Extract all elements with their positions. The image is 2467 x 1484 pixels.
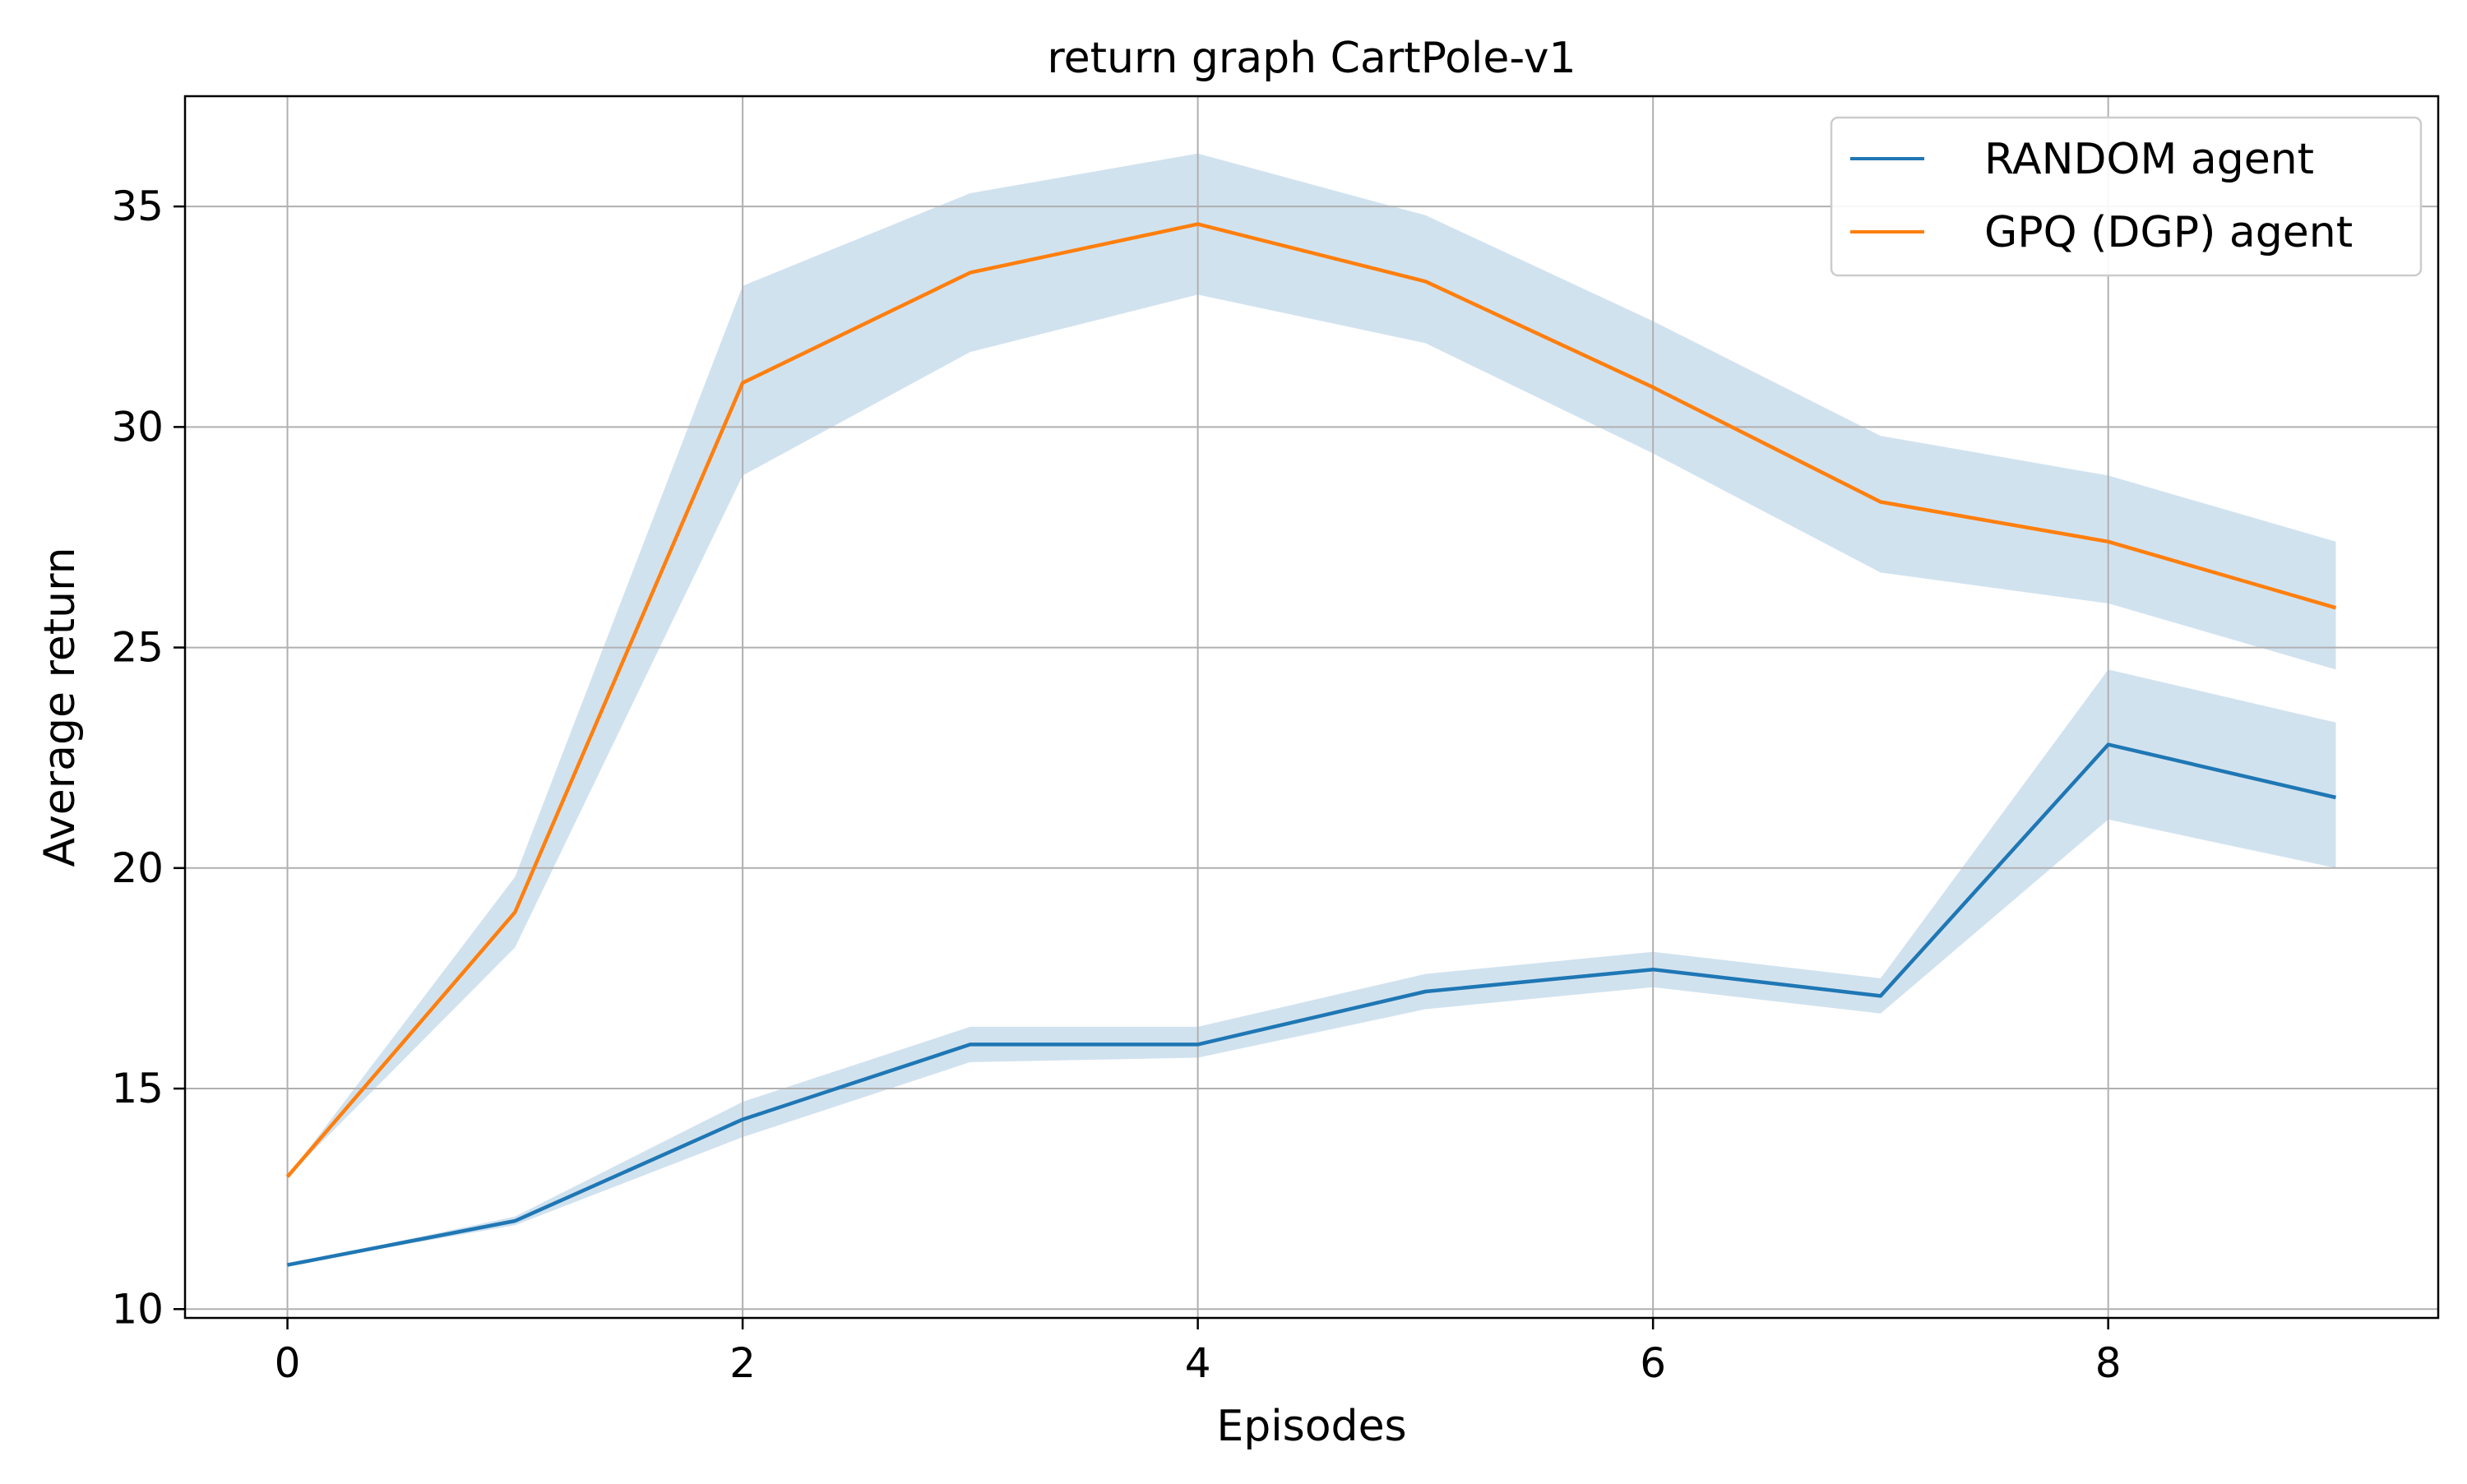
y-tick-label: 20 <box>111 844 164 892</box>
y-tick-label: 10 <box>111 1285 164 1333</box>
x-tick-label: 0 <box>275 1339 301 1387</box>
y-axis-title: Average return <box>35 547 85 867</box>
axis-ticks: 0 2 4 6 8 10 15 20 25 30 35 <box>111 183 2121 1387</box>
x-tick-label: 4 <box>1185 1339 1211 1387</box>
y-tick-label: 15 <box>111 1065 164 1112</box>
x-tick-label: 2 <box>729 1339 756 1387</box>
confidence-bands <box>288 154 2336 1265</box>
x-axis-title: Episodes <box>1216 1402 1406 1451</box>
x-tick-label: 8 <box>2095 1339 2122 1387</box>
legend-label-gpq: GPQ (DGP) agent <box>1984 208 2353 257</box>
chart-title: return graph CartPole-v1 <box>1047 34 1576 83</box>
y-tick-label: 25 <box>111 624 164 672</box>
legend: RANDOM agent GPQ (DGP) agent <box>1831 118 2421 275</box>
y-tick-label: 35 <box>111 183 164 230</box>
legend-label-random: RANDOM agent <box>1984 135 2314 184</box>
y-tick-label: 30 <box>111 403 164 451</box>
x-tick-label: 6 <box>1640 1339 1666 1387</box>
